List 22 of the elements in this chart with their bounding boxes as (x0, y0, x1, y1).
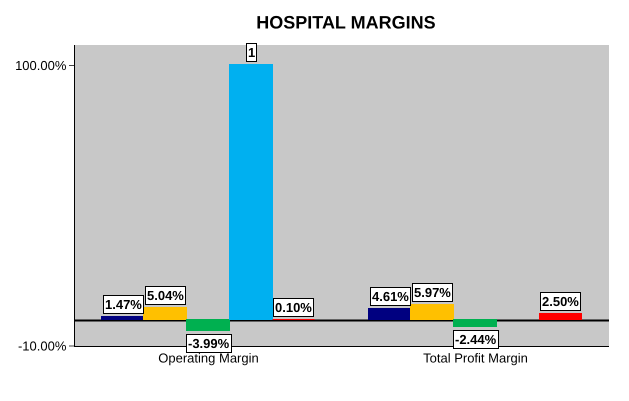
data-label: -2.44% (455, 332, 497, 347)
data-label: 5.04% (147, 288, 184, 303)
bar (101, 316, 144, 320)
chart-title: HOSPITAL MARGINS (256, 12, 436, 33)
bar (229, 64, 273, 320)
data-label: 2.50% (542, 294, 580, 309)
data-label: 1.47% (105, 297, 142, 312)
data-label: -3.99% (188, 336, 230, 351)
y-tick-label: 100.00% (15, 58, 67, 73)
data-label: 1 (248, 45, 256, 60)
bar (186, 319, 230, 331)
bar (539, 313, 582, 320)
data-label: 4.61% (372, 289, 410, 304)
bar (410, 304, 454, 320)
bar (368, 308, 411, 320)
bar (143, 307, 187, 320)
y-tick-label: -10.00% (18, 338, 67, 354)
bar (453, 319, 497, 327)
x-tick-label: Operating Margin (158, 350, 259, 366)
x-tick-label: Total Profit Margin (423, 350, 528, 366)
data-label: 0.10% (275, 300, 312, 315)
data-label: 5.97% (414, 285, 452, 300)
